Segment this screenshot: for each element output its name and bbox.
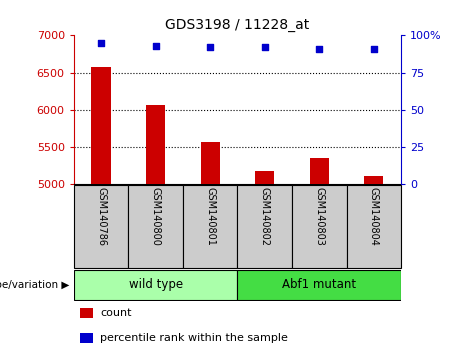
Bar	[91, 67, 111, 184]
Text: GSM140800: GSM140800	[151, 187, 160, 246]
Bar	[201, 142, 220, 184]
Bar	[292, 185, 347, 268]
Point	[207, 45, 214, 50]
Bar	[74, 185, 128, 268]
Text: GSM140801: GSM140801	[205, 187, 215, 246]
Text: wild type: wild type	[129, 279, 183, 291]
Text: GSM140804: GSM140804	[369, 187, 379, 246]
Text: GSM140802: GSM140802	[260, 187, 270, 246]
Point	[261, 45, 268, 50]
Bar	[255, 171, 274, 184]
Title: GDS3198 / 11228_at: GDS3198 / 11228_at	[165, 18, 309, 32]
Bar	[347, 185, 401, 268]
Bar	[128, 185, 183, 268]
Bar	[74, 270, 237, 300]
Point	[370, 46, 378, 52]
Point	[97, 40, 105, 46]
Bar	[237, 185, 292, 268]
Bar	[310, 158, 329, 184]
Bar	[364, 176, 384, 184]
Bar	[237, 270, 401, 300]
Text: GSM140803: GSM140803	[314, 187, 324, 246]
Text: Abf1 mutant: Abf1 mutant	[282, 279, 356, 291]
Text: percentile rank within the sample: percentile rank within the sample	[100, 333, 288, 343]
Bar	[183, 185, 237, 268]
Point	[315, 46, 323, 52]
Text: count: count	[100, 308, 131, 318]
Bar	[146, 104, 165, 184]
Text: genotype/variation ▶: genotype/variation ▶	[0, 280, 69, 290]
Bar	[80, 308, 94, 318]
Bar	[80, 333, 94, 343]
Text: GSM140786: GSM140786	[96, 187, 106, 246]
Point	[152, 43, 159, 48]
